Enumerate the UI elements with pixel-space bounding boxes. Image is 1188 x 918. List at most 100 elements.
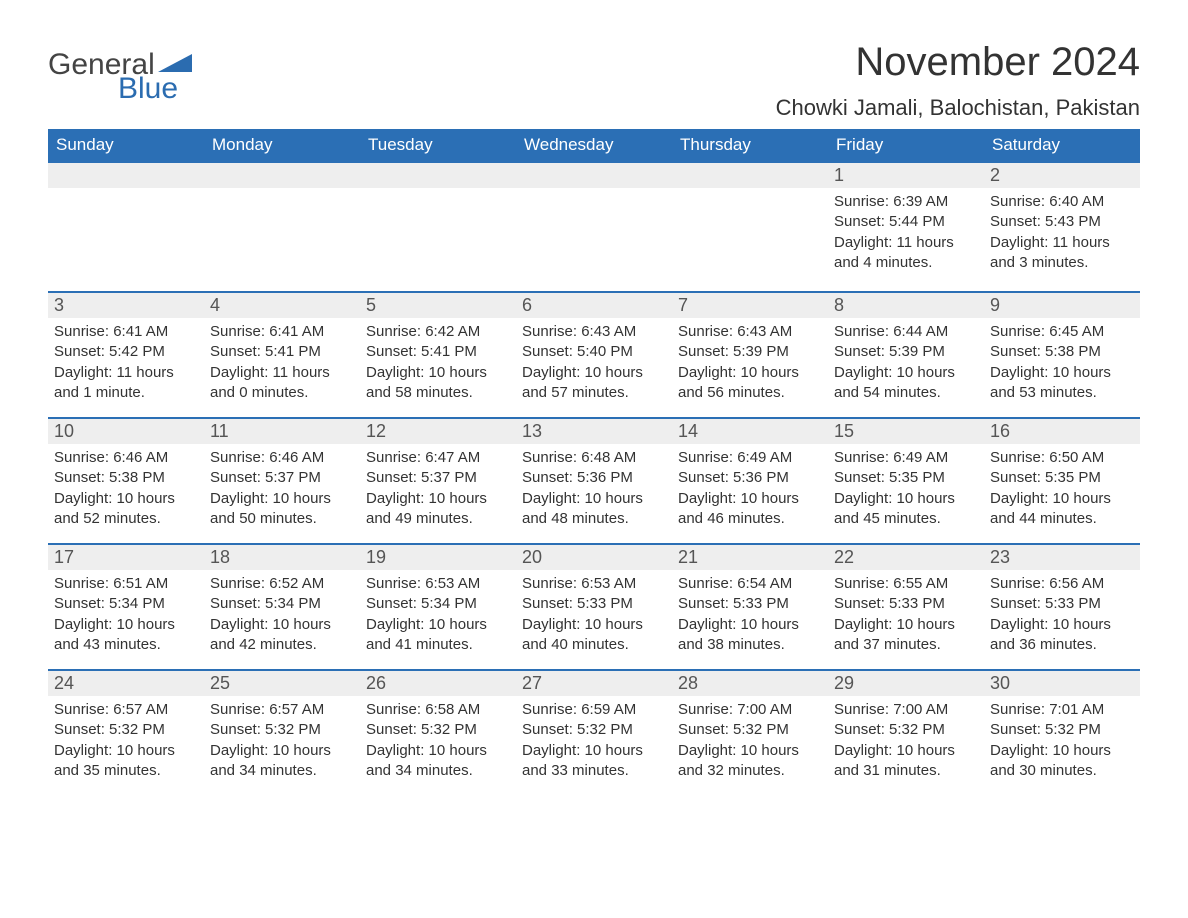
day-details: Sunrise: 6:59 AMSunset: 5:32 PMDaylight:… [516, 696, 672, 787]
sunset-text: Sunset: 5:37 PM [210, 468, 354, 488]
day-wrap: 23Sunrise: 6:56 AMSunset: 5:33 PMDayligh… [984, 543, 1140, 661]
calendar-day-cell: 16Sunrise: 6:50 AMSunset: 5:35 PMDayligh… [984, 417, 1140, 543]
sunrise-text: Sunrise: 7:00 AM [834, 700, 978, 720]
day-wrap: 10Sunrise: 6:46 AMSunset: 5:38 PMDayligh… [48, 417, 204, 535]
sunset-text: Sunset: 5:34 PM [210, 594, 354, 614]
day-details: Sunrise: 6:54 AMSunset: 5:33 PMDaylight:… [672, 570, 828, 661]
sunrise-text: Sunrise: 6:58 AM [366, 700, 510, 720]
daylight-text: Daylight: 10 hours and 30 minutes. [990, 741, 1134, 782]
daylight-text: Daylight: 10 hours and 35 minutes. [54, 741, 198, 782]
day-wrap: 26Sunrise: 6:58 AMSunset: 5:32 PMDayligh… [360, 669, 516, 787]
day-wrap: 7Sunrise: 6:43 AMSunset: 5:39 PMDaylight… [672, 291, 828, 409]
sunrise-text: Sunrise: 6:43 AM [678, 322, 822, 342]
daylight-text: Daylight: 10 hours and 44 minutes. [990, 489, 1134, 530]
day-wrap: 30Sunrise: 7:01 AMSunset: 5:32 PMDayligh… [984, 669, 1140, 787]
daylight-text: Daylight: 10 hours and 40 minutes. [522, 615, 666, 656]
calendar-day-cell: 20Sunrise: 6:53 AMSunset: 5:33 PMDayligh… [516, 543, 672, 669]
calendar-day-cell: 23Sunrise: 6:56 AMSunset: 5:33 PMDayligh… [984, 543, 1140, 669]
sunset-text: Sunset: 5:42 PM [54, 342, 198, 362]
day-number: 28 [672, 671, 828, 696]
daylight-text: Daylight: 10 hours and 43 minutes. [54, 615, 198, 656]
daylight-text: Daylight: 10 hours and 45 minutes. [834, 489, 978, 530]
sunset-text: Sunset: 5:32 PM [54, 720, 198, 740]
daylight-text: Daylight: 10 hours and 48 minutes. [522, 489, 666, 530]
calendar-empty-cell [48, 161, 204, 291]
day-details: Sunrise: 6:46 AMSunset: 5:38 PMDaylight:… [48, 444, 204, 535]
sunset-text: Sunset: 5:35 PM [834, 468, 978, 488]
sunset-text: Sunset: 5:39 PM [834, 342, 978, 362]
day-wrap: 28Sunrise: 7:00 AMSunset: 5:32 PMDayligh… [672, 669, 828, 787]
calendar-day-cell: 17Sunrise: 6:51 AMSunset: 5:34 PMDayligh… [48, 543, 204, 669]
calendar-table: SundayMondayTuesdayWednesdayThursdayFrid… [48, 129, 1140, 795]
daylight-text: Daylight: 10 hours and 41 minutes. [366, 615, 510, 656]
day-wrap: 1Sunrise: 6:39 AMSunset: 5:44 PMDaylight… [828, 161, 984, 279]
sunset-text: Sunset: 5:33 PM [834, 594, 978, 614]
sunrise-text: Sunrise: 6:41 AM [210, 322, 354, 342]
sunset-text: Sunset: 5:36 PM [522, 468, 666, 488]
header-row: General Blue November 2024 Chowki Jamali… [48, 40, 1140, 121]
day-details: Sunrise: 6:53 AMSunset: 5:34 PMDaylight:… [360, 570, 516, 661]
calendar-day-cell: 5Sunrise: 6:42 AMSunset: 5:41 PMDaylight… [360, 291, 516, 417]
calendar-empty-cell [516, 161, 672, 291]
sunrise-text: Sunrise: 6:52 AM [210, 574, 354, 594]
day-wrap: 29Sunrise: 7:00 AMSunset: 5:32 PMDayligh… [828, 669, 984, 787]
sunset-text: Sunset: 5:34 PM [366, 594, 510, 614]
day-wrap: 2Sunrise: 6:40 AMSunset: 5:43 PMDaylight… [984, 161, 1140, 279]
sunset-text: Sunset: 5:33 PM [522, 594, 666, 614]
day-number: 2 [984, 163, 1140, 188]
daylight-text: Daylight: 10 hours and 33 minutes. [522, 741, 666, 782]
sunrise-text: Sunrise: 6:48 AM [522, 448, 666, 468]
day-details: Sunrise: 6:50 AMSunset: 5:35 PMDaylight:… [984, 444, 1140, 535]
day-details: Sunrise: 6:48 AMSunset: 5:36 PMDaylight:… [516, 444, 672, 535]
calendar-day-cell: 22Sunrise: 6:55 AMSunset: 5:33 PMDayligh… [828, 543, 984, 669]
calendar-week-row: 10Sunrise: 6:46 AMSunset: 5:38 PMDayligh… [48, 417, 1140, 543]
calendar-day-cell: 9Sunrise: 6:45 AMSunset: 5:38 PMDaylight… [984, 291, 1140, 417]
day-number: 29 [828, 671, 984, 696]
calendar-empty-cell [360, 161, 516, 291]
day-wrap: 27Sunrise: 6:59 AMSunset: 5:32 PMDayligh… [516, 669, 672, 787]
day-details: Sunrise: 6:57 AMSunset: 5:32 PMDaylight:… [204, 696, 360, 787]
day-wrap: 25Sunrise: 6:57 AMSunset: 5:32 PMDayligh… [204, 669, 360, 787]
daylight-text: Daylight: 10 hours and 53 minutes. [990, 363, 1134, 404]
calendar-day-cell: 24Sunrise: 6:57 AMSunset: 5:32 PMDayligh… [48, 669, 204, 795]
sunset-text: Sunset: 5:40 PM [522, 342, 666, 362]
empty-day-bar [204, 163, 360, 188]
sunset-text: Sunset: 5:36 PM [678, 468, 822, 488]
day-wrap: 12Sunrise: 6:47 AMSunset: 5:37 PMDayligh… [360, 417, 516, 535]
empty-day-wrap [516, 161, 672, 188]
sunrise-text: Sunrise: 6:53 AM [522, 574, 666, 594]
calendar-day-cell: 1Sunrise: 6:39 AMSunset: 5:44 PMDaylight… [828, 161, 984, 291]
day-wrap: 14Sunrise: 6:49 AMSunset: 5:36 PMDayligh… [672, 417, 828, 535]
calendar-day-cell: 14Sunrise: 6:49 AMSunset: 5:36 PMDayligh… [672, 417, 828, 543]
calendar-day-cell: 3Sunrise: 6:41 AMSunset: 5:42 PMDaylight… [48, 291, 204, 417]
day-wrap: 16Sunrise: 6:50 AMSunset: 5:35 PMDayligh… [984, 417, 1140, 535]
day-details: Sunrise: 6:41 AMSunset: 5:41 PMDaylight:… [204, 318, 360, 409]
calendar-day-cell: 7Sunrise: 6:43 AMSunset: 5:39 PMDaylight… [672, 291, 828, 417]
day-details: Sunrise: 7:00 AMSunset: 5:32 PMDaylight:… [828, 696, 984, 787]
sunrise-text: Sunrise: 6:47 AM [366, 448, 510, 468]
day-details: Sunrise: 6:52 AMSunset: 5:34 PMDaylight:… [204, 570, 360, 661]
calendar-day-cell: 10Sunrise: 6:46 AMSunset: 5:38 PMDayligh… [48, 417, 204, 543]
day-number: 16 [984, 419, 1140, 444]
day-number: 6 [516, 293, 672, 318]
empty-day-bar [516, 163, 672, 188]
calendar-day-cell: 8Sunrise: 6:44 AMSunset: 5:39 PMDaylight… [828, 291, 984, 417]
sunrise-text: Sunrise: 6:57 AM [210, 700, 354, 720]
calendar-day-cell: 26Sunrise: 6:58 AMSunset: 5:32 PMDayligh… [360, 669, 516, 795]
day-details: Sunrise: 7:00 AMSunset: 5:32 PMDaylight:… [672, 696, 828, 787]
month-title: November 2024 [776, 40, 1140, 85]
day-details: Sunrise: 6:40 AMSunset: 5:43 PMDaylight:… [984, 188, 1140, 279]
sunset-text: Sunset: 5:33 PM [678, 594, 822, 614]
sunrise-text: Sunrise: 6:41 AM [54, 322, 198, 342]
day-details: Sunrise: 6:45 AMSunset: 5:38 PMDaylight:… [984, 318, 1140, 409]
weekday-header: Tuesday [360, 129, 516, 161]
day-details: Sunrise: 6:46 AMSunset: 5:37 PMDaylight:… [204, 444, 360, 535]
calendar-day-cell: 28Sunrise: 7:00 AMSunset: 5:32 PMDayligh… [672, 669, 828, 795]
sunrise-text: Sunrise: 6:56 AM [990, 574, 1134, 594]
day-number: 7 [672, 293, 828, 318]
sunrise-text: Sunrise: 6:57 AM [54, 700, 198, 720]
sunrise-text: Sunrise: 6:55 AM [834, 574, 978, 594]
sunset-text: Sunset: 5:38 PM [990, 342, 1134, 362]
sunrise-text: Sunrise: 6:44 AM [834, 322, 978, 342]
sunset-text: Sunset: 5:41 PM [210, 342, 354, 362]
